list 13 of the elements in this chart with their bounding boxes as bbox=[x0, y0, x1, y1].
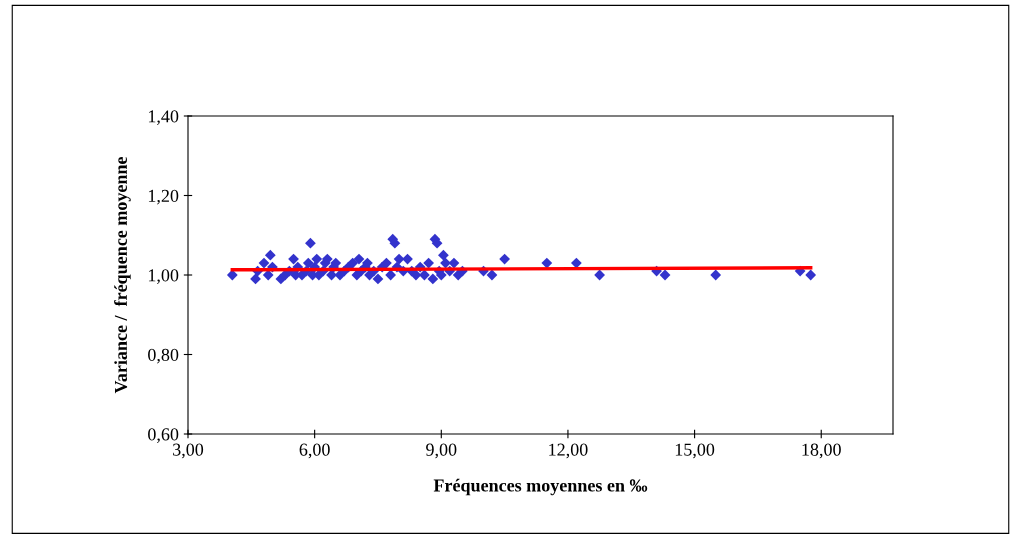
y-tick-label: 1,40 bbox=[148, 110, 179, 126]
x-tick-label: 18,00 bbox=[802, 443, 841, 459]
y-tick-label: 1,00 bbox=[148, 269, 179, 285]
y-axis-title: Variance / fréquence moyenne bbox=[114, 156, 131, 394]
x-tick-label: 6,00 bbox=[299, 443, 330, 459]
y-tick-label: 0,80 bbox=[148, 348, 179, 364]
y-tick-label: 1,20 bbox=[148, 189, 179, 205]
x-tick-label: 3,00 bbox=[173, 443, 204, 459]
x-tick-label: 15,00 bbox=[675, 443, 715, 459]
x-tick-label: 9,00 bbox=[426, 443, 457, 459]
y-tick-label: 0,60 bbox=[148, 428, 179, 444]
x-tick-label: 12,00 bbox=[549, 443, 588, 459]
x-axis-title: Fréquences moyennes en ‰ bbox=[433, 478, 648, 496]
